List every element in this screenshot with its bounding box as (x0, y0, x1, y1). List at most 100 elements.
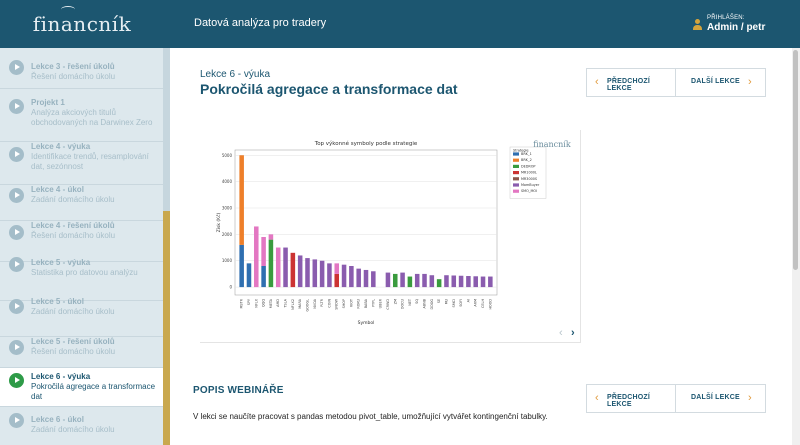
next-lesson-label: DALŠÍ LEKCE (691, 394, 740, 401)
sidebar-scroll-track (163, 48, 170, 211)
sidebar-item-lekce-4-ukol[interactable]: Lekce 4 - úkol Zadání domácího úkolu (0, 185, 163, 221)
prev-lesson-button[interactable]: ‹ PŘEDCHOZÍ LEKCE (587, 385, 676, 412)
bar-segment (239, 155, 244, 245)
play-icon (9, 373, 24, 388)
play-icon (9, 413, 24, 428)
bar-segment (371, 271, 376, 288)
legend-swatch (513, 164, 519, 168)
x-tick-label: TSLA (284, 298, 288, 308)
play-icon (9, 99, 24, 114)
chart-watermark: financník (533, 140, 571, 149)
prev-lesson-button[interactable]: ‹ PŘEDCHOZÍ LEKCE (587, 69, 676, 96)
y-tick-label: 5000 (222, 153, 233, 158)
y-tick-label: 0 (229, 285, 232, 290)
sidebar-item-lekce-4-reseni[interactable]: Lekce 4 - řešení úkolů Řešení domácího ú… (0, 221, 163, 262)
lesson-nav-bottom: ‹ PŘEDCHOZÍ LEKCE DALŠÍ LEKCE › (586, 384, 766, 413)
page-title: Pokročilá agregace a transformace dat (200, 81, 458, 97)
x-tick-label: SHOP (342, 299, 346, 308)
sidebar-item-subtitle: Řešení domácího úkolu (31, 72, 116, 81)
sidebar-progress-indicator (163, 211, 170, 445)
user-name[interactable]: Admin / petr (707, 22, 766, 33)
x-tick-label: CRWD (386, 299, 390, 310)
sidebar-item-lekce-5-vyuka[interactable]: Lekce 5 - výuka Statistika pro datovou a… (0, 257, 163, 301)
x-tick-label: NVDA (313, 298, 317, 308)
lesson-sidebar: Lekce 3 - řešení úkolů Řešení domácího ú… (0, 48, 170, 445)
bar-segment (480, 276, 486, 288)
legend-label: MomBuyer (521, 183, 540, 187)
bar-segment (341, 264, 347, 288)
bar-segment (268, 234, 274, 240)
bar-segment (239, 244, 244, 288)
sidebar-item-title: Lekce 5 - výuka (31, 258, 91, 267)
sidebar-item-lekce-5-ukol[interactable]: Lekce 5 - úkol Zadání domácího úkolu (0, 297, 163, 337)
chevron-left-icon: ‹ (595, 76, 599, 88)
x-tick-label: ARM (474, 299, 478, 307)
next-lesson-button[interactable]: DALŠÍ LEKCE › (676, 385, 765, 412)
sidebar-item-title: Lekce 4 - úkol (31, 185, 84, 194)
next-lesson-button[interactable]: DALŠÍ LEKCE › (676, 69, 765, 96)
legend-swatch (513, 158, 519, 162)
legend-swatch (513, 189, 519, 193)
carousel-prev-icon[interactable]: ‹ (559, 327, 563, 339)
y-tick-label: 1000 (222, 258, 233, 263)
bar-segment (488, 276, 493, 288)
sidebar-item-projekt-1[interactable]: Projekt 1 Analýza akciových titulů obcho… (0, 89, 163, 142)
carousel-next-icon[interactable]: › (571, 327, 575, 339)
bar-segment (444, 275, 449, 288)
sidebar-item-subtitle: Zadání domácího úkolu (31, 425, 115, 434)
chart-slide: Top výkonné symboly podle strategie 0 1000… (200, 130, 581, 343)
x-tick-label: PLTR (320, 298, 324, 307)
y-axis-label: Zisk (Kč) (215, 212, 222, 232)
x-tick-label: QQQ (262, 299, 266, 307)
bar-segment (283, 247, 288, 288)
legend-swatch (513, 171, 519, 175)
user-label: PŘIHLÁŠEN: (707, 15, 745, 21)
bar-chart: Top výkonné symboly podle strategie 0 1000… (215, 140, 571, 326)
chevron-left-icon: ‹ (595, 392, 599, 404)
bar-segment (451, 275, 457, 288)
play-icon (9, 299, 24, 314)
sidebar-item-subtitle: Zadání domácího úkolu (31, 307, 115, 316)
sidebar-item-subtitle: Pokročilá agregace a transformace dat (31, 382, 156, 401)
bar-segment (436, 279, 442, 288)
bar-segment (246, 263, 252, 288)
lesson-nav-top: ‹ PŘEDCHOZÍ LEKCE DALŠÍ LEKCE › (586, 68, 766, 97)
sidebar-item-subtitle: Zadání domácího úkolu (31, 195, 115, 204)
scrollbar-thumb[interactable] (793, 50, 798, 270)
logo[interactable]: financník (0, 0, 164, 48)
chart-title: Top výkonné symboly podle strategie (314, 140, 418, 147)
x-tick-label: CELH (481, 299, 485, 308)
bar-segment (305, 258, 310, 288)
user-menu[interactable]: PŘIHLÁŠEN: Admin / petr (680, 0, 800, 48)
sidebar-item-lekce-4-vyuka[interactable]: Lekce 4 - výuka Identifikace trendů, res… (0, 142, 163, 185)
x-tick-label: SE (437, 299, 441, 303)
bar-segment (429, 275, 435, 288)
x-tick-label: BABA (364, 298, 368, 308)
sidebar-item-lekce-6-vyuka[interactable]: Lekce 6 - výuka Pokročilá agregace a tra… (0, 368, 163, 407)
bar-segment (356, 268, 361, 288)
x-tick-label: PYPL (371, 299, 375, 307)
webinar-description: V lekci se naučíte pracovat s pandas met… (193, 412, 548, 421)
bar-segment (290, 252, 296, 288)
bar-segment (363, 269, 369, 288)
bar-segment (312, 259, 318, 288)
page-scrollbar[interactable] (792, 48, 800, 445)
legend-label: BRK_2 (521, 158, 532, 162)
sidebar-item-title: Lekce 5 - úkol (31, 297, 84, 306)
bar-segment (400, 272, 405, 288)
bar-segment (275, 247, 281, 288)
legend-swatch (513, 177, 519, 181)
bar-segment (466, 276, 471, 288)
sidebar-item-lekce-6-ukol[interactable]: Lekce 6 - úkol Zadání domácího úkolu (0, 407, 163, 445)
legend-label: SMO_MOI (521, 189, 537, 193)
next-lesson-label: DALŠÍ LEKCE (691, 78, 740, 85)
x-tick-label: SNOW (335, 298, 339, 309)
sidebar-item-subtitle: Statistika pro datovou analýzu (31, 268, 138, 277)
top-header: financník Datová analýza pro tradery PŘI… (0, 0, 800, 48)
play-icon (9, 60, 24, 75)
play-icon (9, 188, 24, 203)
bar-segment (319, 260, 325, 288)
sidebar-item-lekce-5-reseni[interactable]: Lekce 5 - řešení úkolů Řešení domácího ú… (0, 337, 163, 368)
play-icon (9, 340, 24, 355)
sidebar-item-lekce-3-reseni[interactable]: Lekce 3 - řešení úkolů Řešení domácího ú… (0, 48, 163, 89)
